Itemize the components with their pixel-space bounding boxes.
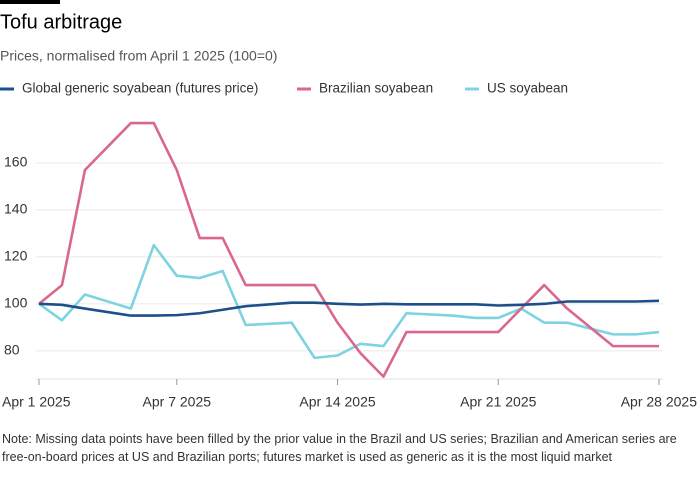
series-line (38, 299, 660, 317)
series-line (38, 243, 660, 360)
x-tick-label: Apr 7 2025 (143, 394, 212, 410)
x-tick-label: Apr 21 2025 (460, 394, 536, 410)
brand-bar (0, 0, 60, 4)
x-tick-label: Apr 14 2025 (299, 394, 375, 410)
chart-title: Tofu arbitrage (0, 11, 122, 33)
chart-subtitle: Prices, normalised from April 1 2025 (10… (0, 48, 277, 64)
legend-label: US soyabean (487, 81, 568, 96)
legend-label: Brazilian soyabean (319, 81, 433, 96)
series-line (38, 121, 659, 378)
chart-note: Note: Missing data points have been fill… (2, 432, 677, 464)
x-tick-label: Apr 28 2025 (621, 394, 697, 410)
y-tick-label: 140 (4, 201, 28, 217)
y-tick-label: 120 (4, 248, 28, 264)
legend-label: Global generic soyabean (futures price) (22, 81, 258, 96)
y-tick-label: 160 (4, 154, 28, 170)
y-tick-label: 80 (4, 342, 20, 358)
y-tick-label: 100 (4, 295, 28, 311)
x-tick-label: Apr 1 2025 (2, 394, 71, 410)
